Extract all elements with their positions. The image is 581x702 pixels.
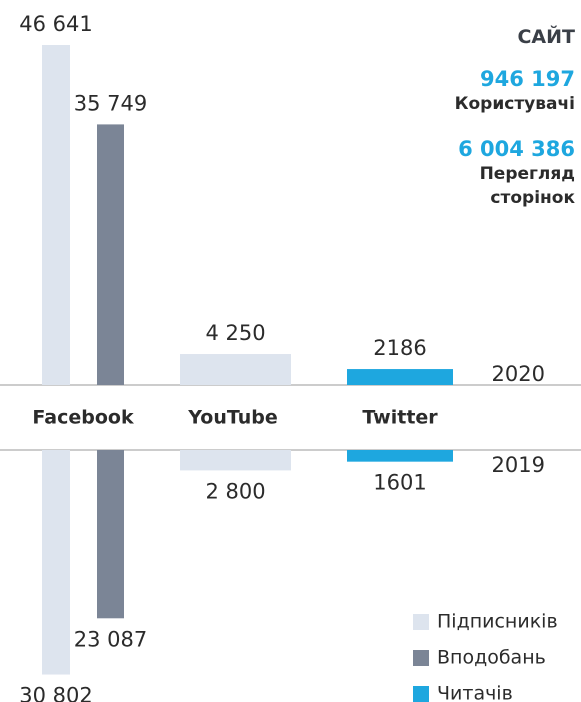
site-title: САЙТ — [517, 26, 575, 48]
value-label: 2 800 — [205, 479, 265, 503]
year-label: 2020 — [492, 362, 545, 386]
legend-swatch — [413, 614, 429, 630]
value-label: 30 802 — [19, 684, 92, 702]
category-label: Twitter — [362, 407, 438, 429]
stat-label: Користувачі — [454, 94, 575, 114]
stat-value: 6 004 386 — [458, 137, 575, 161]
bar — [42, 450, 70, 675]
legend-label: Читачів — [437, 683, 513, 702]
legend-label: Вподобань — [437, 647, 546, 669]
bar — [347, 450, 453, 462]
bar — [180, 354, 291, 385]
category-label: YouTube — [187, 407, 277, 429]
bar — [347, 369, 453, 385]
value-label: 1601 — [373, 471, 426, 495]
legend-swatch — [413, 650, 429, 666]
bar — [180, 450, 291, 471]
stat-label: Перегляд сторінок — [479, 164, 575, 208]
value-label: 23 087 — [74, 627, 147, 651]
value-label: 46 641 — [19, 12, 92, 36]
bar — [42, 45, 70, 385]
stat-value: 946 197 — [480, 67, 575, 91]
legend-label: Підписників — [437, 611, 558, 633]
value-label: 35 749 — [74, 91, 147, 115]
site-panel: САЙТ 946 197 Користувачі 6 004 386 Перег… — [405, 26, 575, 230]
bar — [97, 124, 124, 386]
value-label: 2186 — [373, 336, 426, 360]
year-label: 2019 — [492, 453, 545, 477]
category-label: Facebook — [32, 407, 134, 429]
bar — [97, 450, 124, 619]
value-label: 4 250 — [205, 321, 265, 345]
legend-swatch — [413, 686, 429, 702]
